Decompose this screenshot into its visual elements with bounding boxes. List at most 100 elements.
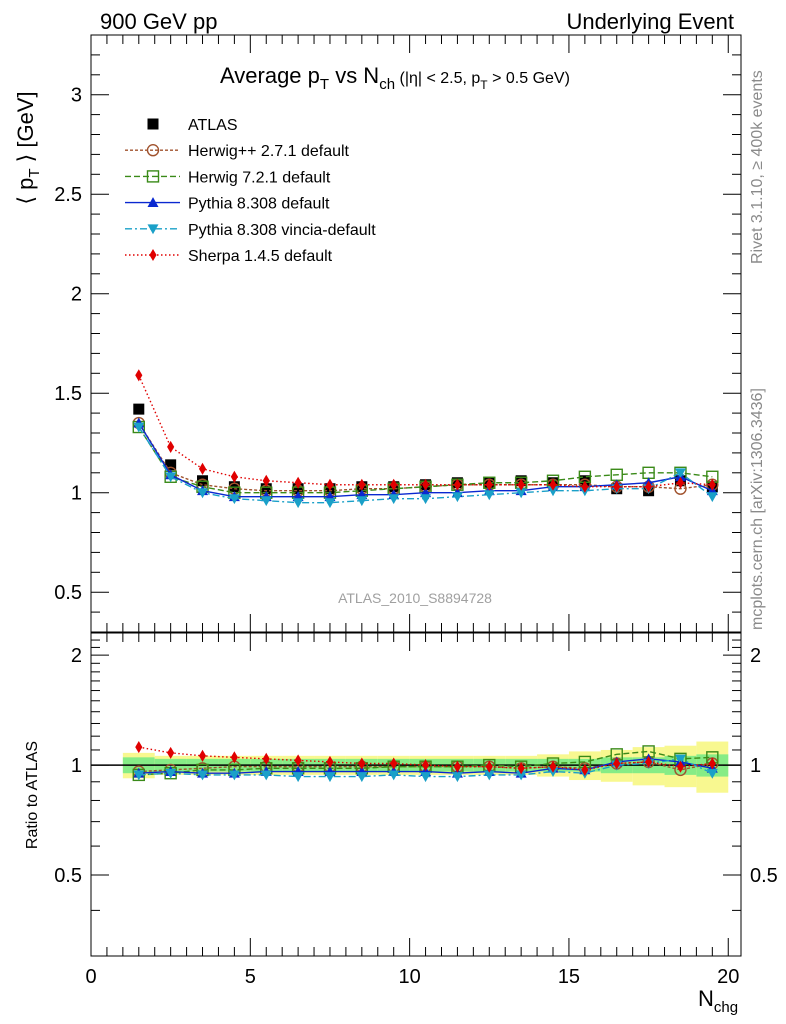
data-point-main-sherpa-1-4-5-default <box>485 478 493 491</box>
data-point-main-pythia-8-308-vincia-default <box>228 494 240 505</box>
data-point-main-sherpa-1-4-5-default <box>358 478 366 491</box>
data-point-main-atlas <box>133 403 145 415</box>
data-point-main-sherpa-1-4-5-default <box>708 478 716 491</box>
data-point-ratio-pythia-8-308-vincia-default <box>228 770 240 781</box>
y-tick-label-ratio-left: 0.5 <box>54 865 82 887</box>
x-axis-label: Nchg <box>698 986 738 1016</box>
data-point-main-pythia-8-308-vincia-default <box>706 492 718 503</box>
data-point-main-pythia-8-308-vincia-default <box>356 496 368 507</box>
ylabel-open: ⟨ p <box>13 178 38 205</box>
title-main-sub: T <box>320 76 329 93</box>
data-point-main-pythia-8-308-vincia-default <box>133 422 145 433</box>
legend-marker <box>146 170 160 183</box>
ylabel-close: ⟩ [GeV] <box>13 91 38 168</box>
header-right: Underlying Event <box>566 9 734 34</box>
y-tick-label-main: 3 <box>71 85 82 107</box>
legend-label: Herwig++ 2.7.1 default <box>188 143 350 160</box>
data-point-ratio-pythia-8-308-vincia-default <box>451 772 463 783</box>
title-cuts-a: (|η| < 2.5, p <box>395 70 480 87</box>
data-point-ratio-pythia-8-308-vincia-default <box>165 768 177 779</box>
series-line-main-sherpa-1-4-5-default <box>138 375 713 488</box>
y-axis-label-main: ⟨ pT ⟩ [GeV] <box>13 91 43 204</box>
title-vs-sub: ch <box>379 76 395 93</box>
data-point-ratio-sherpa-1-4-5-default <box>230 751 238 764</box>
data-point-ratio-pythia-8-308-vincia-default <box>483 770 495 781</box>
x-tick-label: 15 <box>558 966 580 988</box>
main-panel-series <box>132 369 719 509</box>
y-tick-label-main: 1 <box>71 483 82 505</box>
plot-title: Average pT vs Nch (|η| < 2.5, pT > 0.5 G… <box>220 63 570 93</box>
legend-label: Sherpa 1.4.5 default <box>188 248 333 265</box>
side-text-mcplots: mcplots.cern.ch [arXiv:1306.3436] <box>749 388 766 630</box>
legend-entry-atlas: ATLAS <box>147 117 238 134</box>
data-point-ratio-sherpa-1-4-5-default <box>453 760 461 773</box>
data-point-ratio-pythia-8-308-vincia-default <box>420 772 432 783</box>
data-point-main-sherpa-1-4-5-default <box>549 478 557 491</box>
legend: ATLAS Herwig++ 2.7.1 default Herwig 7.2.1 … <box>125 117 376 265</box>
data-point-main-pythia-8-308-vincia-default <box>420 494 432 505</box>
data-point-main-sherpa-1-4-5-default <box>453 478 461 491</box>
data-point-ratio-sherpa-1-4-5-default <box>708 757 716 770</box>
data-point-main-pythia-8-308-vincia-default <box>547 486 559 497</box>
data-point-main-sherpa-1-4-5-default <box>230 470 238 483</box>
data-point-main-sherpa-1-4-5-default <box>581 480 589 493</box>
data-point-main-pythia-8-308-vincia-default <box>260 496 272 507</box>
data-point-ratio-pythia-8-308-vincia-default <box>674 754 686 765</box>
x-tick-label: 10 <box>399 966 421 988</box>
data-point-main-pythia-8-308-vincia-default <box>324 498 336 509</box>
data-point-ratio-sherpa-1-4-5-default <box>262 752 270 765</box>
legend-marker <box>149 248 157 262</box>
y-tick-label-main: 0.5 <box>54 582 82 604</box>
data-point-main-atlas <box>260 483 272 495</box>
data-point-main-sherpa-1-4-5-default <box>676 476 685 489</box>
data-point-ratio-pythia-8-308-vincia-default <box>197 770 209 781</box>
y-tick-label-ratio-right: 2 <box>750 645 761 667</box>
data-point-main-pythia-8-308-vincia-default <box>197 488 209 499</box>
legend-label: Pythia 8.308 default <box>188 196 330 213</box>
data-point-main-pythia-8-308-vincia-default <box>165 472 177 483</box>
data-point-main-sherpa-1-4-5-default <box>421 478 430 491</box>
title-vs: vs N <box>329 63 379 88</box>
axis-ticks: 0 5 10 15 20 0.5 1 1.5 2 2.5 3 0.5 0.5 1 1 2 2 <box>54 34 778 988</box>
y-tick-label-ratio-right: 0.5 <box>750 865 778 887</box>
series-ratio-sherpa-1-4-5-default <box>135 741 716 776</box>
y-tick-label-ratio-right: 1 <box>750 755 761 777</box>
data-point-ratio-sherpa-1-4-5-default <box>167 746 175 759</box>
series-ratio-pythia-8-308-vincia-default <box>133 754 718 783</box>
x-tick-label: 20 <box>717 966 739 988</box>
legend-marker <box>147 118 159 130</box>
data-point-ratio-pythia-8-308-vincia-default <box>324 772 336 783</box>
y-tick-label-ratio-left: 2 <box>71 645 82 667</box>
y-tick-label-main: 1.5 <box>54 383 82 405</box>
y-tick-label-main: 2 <box>71 284 82 306</box>
data-point-ratio-sherpa-1-4-5-default <box>549 760 557 773</box>
title-cuts-b: > 0.5 GeV) <box>488 70 570 87</box>
data-point-ratio-pythia-8-308-vincia-default <box>260 770 272 781</box>
legend-entry-pythia-8-308-default: Pythia 8.308 default <box>125 196 330 213</box>
data-point-ratio-sherpa-1-4-5-default <box>358 757 366 770</box>
data-point-main-sherpa-1-4-5-default <box>198 462 207 475</box>
series-main-pythia-8-308-vincia-default <box>133 422 718 509</box>
x-tick-label: 5 <box>245 966 256 988</box>
title-cuts-sub: T <box>480 78 488 92</box>
side-text-rivet: Rivet 3.1.10, ≥ 400k events <box>749 70 766 264</box>
x-tick-label: 0 <box>85 966 96 988</box>
data-point-ratio-sherpa-1-4-5-default <box>294 754 302 767</box>
ylabel-sub: T <box>26 168 43 177</box>
data-point-main-pythia-8-308-vincia-default <box>388 494 400 505</box>
data-point-ratio-pythia-8-308-vincia-default <box>133 770 145 781</box>
data-point-ratio-sherpa-1-4-5-default <box>198 749 207 762</box>
data-point-ratio-sherpa-1-4-5-default <box>676 760 685 773</box>
data-point-main-pythia-8-308-vincia-default <box>515 488 527 499</box>
data-point-ratio-sherpa-1-4-5-default <box>421 759 430 772</box>
legend-label: Pythia 8.308 vincia-default <box>188 222 376 239</box>
legend-entry-herwig-2-7-1-default: Herwig++ 2.7.1 default <box>125 143 350 160</box>
data-point-main-sherpa-1-4-5-default <box>167 440 175 453</box>
data-point-ratio-sherpa-1-4-5-default <box>645 755 653 768</box>
data-point-ratio-sherpa-1-4-5-default <box>135 741 143 754</box>
data-point-ratio-pythia-8-308-vincia-default <box>706 768 718 779</box>
ratio-panel-frame <box>90 632 742 957</box>
legend-label: Herwig 7.2.1 default <box>188 169 331 186</box>
legend-entry-pythia-8-308-vincia-default: Pythia 8.308 vincia-default <box>125 222 376 239</box>
